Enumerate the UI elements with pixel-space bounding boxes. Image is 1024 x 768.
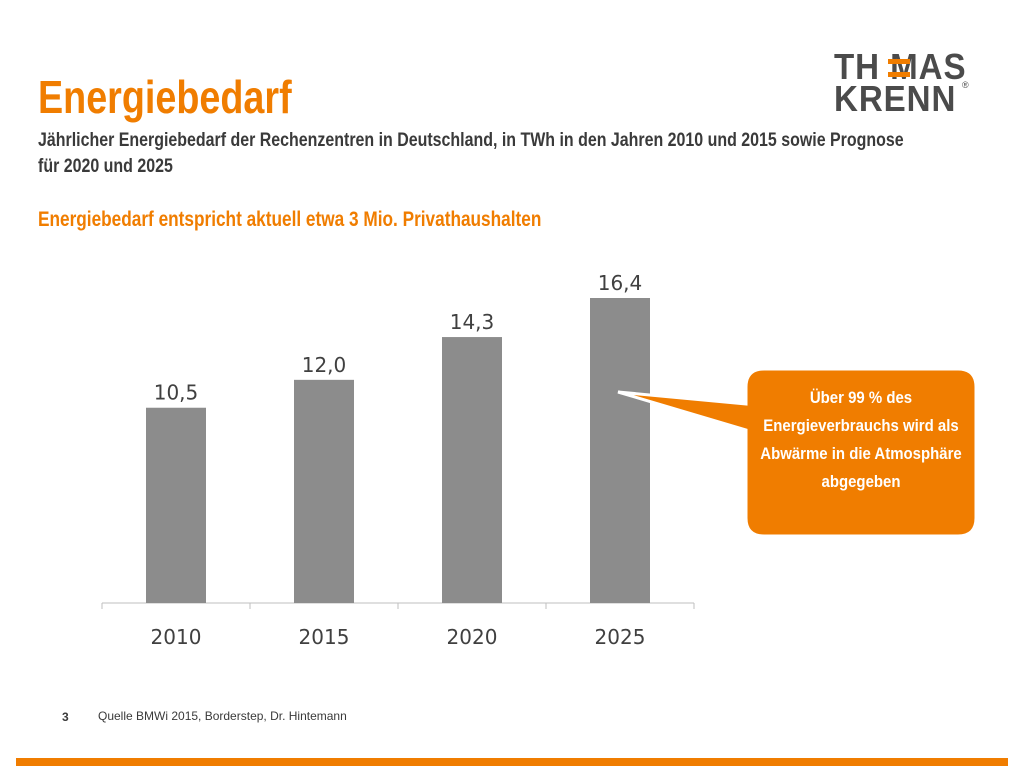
page-number: 3	[62, 710, 69, 724]
x-tick-label-2020: 2020	[447, 625, 498, 649]
bar-2015	[294, 379, 354, 603]
slide-subtitle: Jährlicher Energiebedarf der Rechenzentr…	[38, 130, 904, 177]
logo-accent-bar-top	[888, 59, 910, 64]
data-label-2010: 10,5	[154, 381, 199, 405]
slide-headline: Energiebedarf entspricht aktuell etwa 3 …	[38, 208, 542, 231]
callout-text: Über 99 % des Energieverbrauchs wird als…	[760, 388, 962, 491]
bar-2010	[146, 407, 206, 603]
company-logo: TH MAS KRENN ®	[834, 46, 984, 120]
data-label-2020: 14,3	[450, 310, 495, 334]
bar-2020	[442, 337, 502, 603]
x-tick-label-2010: 2010	[151, 625, 202, 649]
x-tick-label-2015: 2015	[299, 625, 350, 649]
x-tick-label-2025: 2025	[595, 625, 646, 649]
logo-accent-bar-bottom	[888, 72, 910, 77]
logo-line-2: KRENN	[834, 78, 957, 119]
slide-title: Energiebedarf	[38, 71, 292, 123]
bar-2025	[590, 298, 650, 603]
logo-registered-mark: ®	[962, 80, 969, 90]
data-label-2025: 16,4	[598, 271, 643, 295]
footer-accent-bar	[16, 758, 1008, 766]
data-label-2015: 12,0	[302, 353, 347, 377]
logo-line-1: TH MAS	[834, 46, 967, 87]
source-note: Quelle BMWi 2015, Borderstep, Dr. Hintem…	[98, 709, 347, 723]
